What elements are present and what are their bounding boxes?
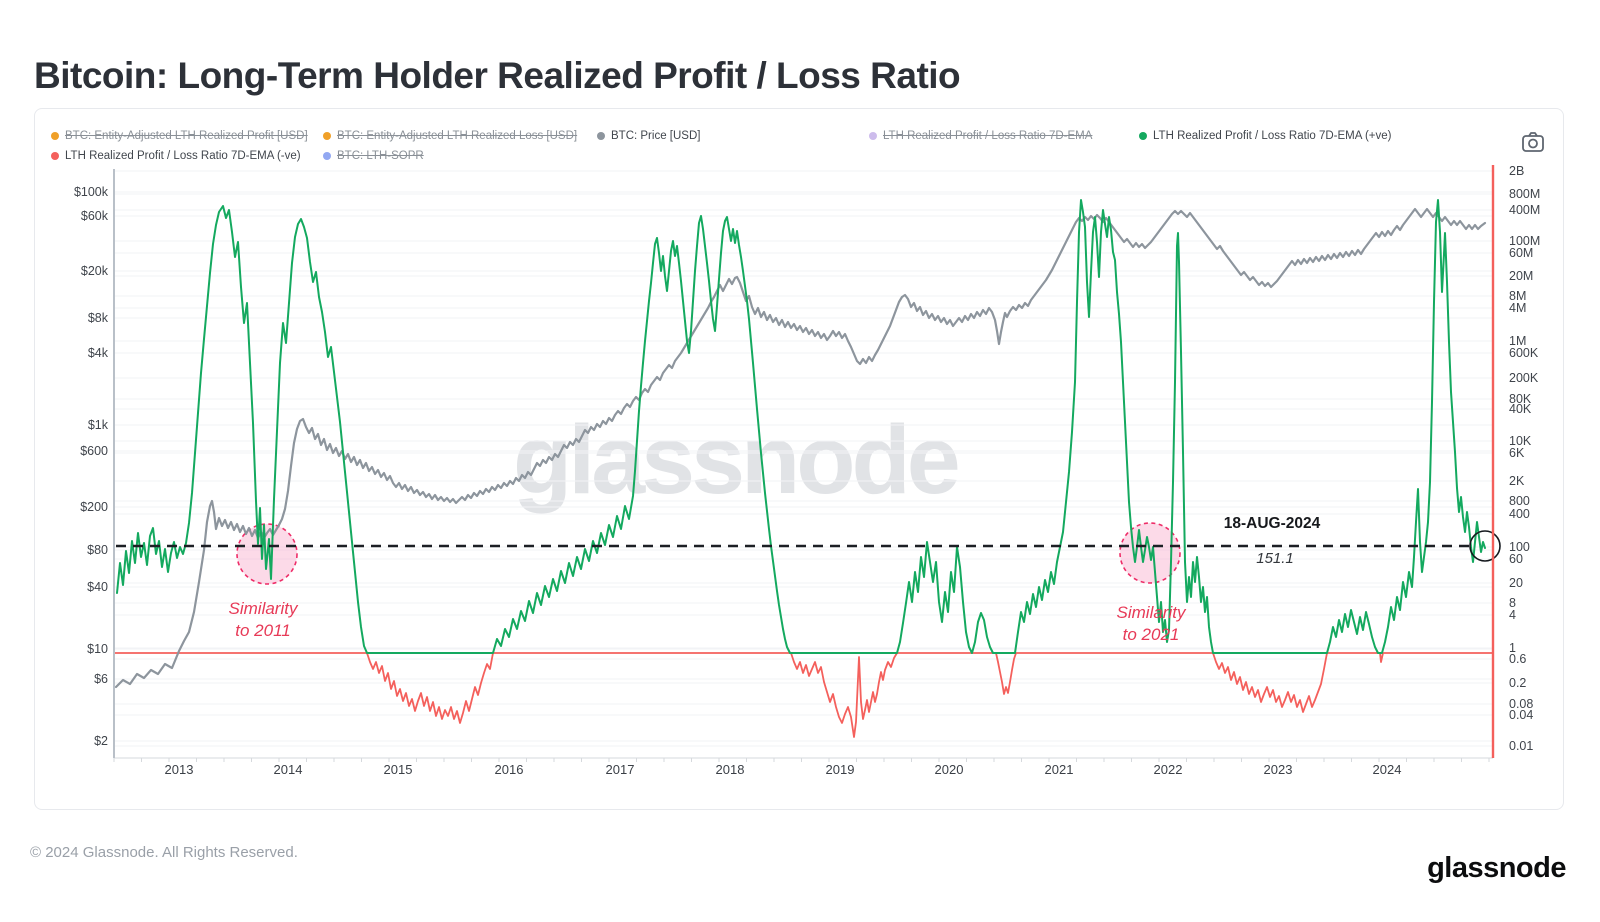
legend-item-label: LTH Realized Profit / Loss Ratio 7D-EMA … (65, 150, 301, 162)
year-tick-label: 2020 (934, 762, 964, 777)
ratio-tick-label: 1M (1509, 334, 1527, 348)
annotation-similarity-2011: Similarity to 2011 (228, 599, 298, 641)
copyright-text: © 2024 Glassnode. All Rights Reserved. (30, 844, 298, 861)
page-title: Bitcoin: Long-Term Holder Realized Profi… (34, 54, 961, 96)
legend-item[interactable]: BTC: Price [USD] (597, 129, 700, 143)
ratio-tick-label: 800M (1509, 187, 1541, 201)
watermark: glassnode (513, 405, 961, 514)
ratio-tick-label: 4 (1509, 608, 1516, 622)
year-tick-label: 2018 (715, 762, 745, 777)
legend-dot-icon (323, 152, 331, 160)
series-btc-price (114, 207, 1487, 689)
year-tick-label: 2016 (494, 762, 524, 777)
ratio-tick-label: 20 (1509, 576, 1523, 590)
ratio-tick-label: 400M (1509, 203, 1541, 217)
year-tick-label: 2024 (1372, 762, 1402, 777)
year-tick-label: 2013 (164, 762, 194, 777)
legend-item-label: BTC: Entity-Adjusted LTH Realized Loss [… (337, 130, 578, 142)
ratio-tick-label: 400 (1509, 507, 1530, 521)
ratio-tick-label: 0.6 (1509, 652, 1527, 666)
legend-dot-icon (51, 152, 59, 160)
ratio-tick-label: 800 (1509, 494, 1530, 508)
series-lth-ratio-negative (113, 652, 1494, 738)
ratio-tick-label: 40K (1509, 402, 1532, 416)
legend-item[interactable]: BTC: LTH-SOPR (323, 149, 424, 163)
ratio-tick-label: 600K (1509, 346, 1539, 360)
legend-item[interactable]: BTC: Entity-Adjusted LTH Realized Profit… (51, 129, 308, 143)
ratio-tick-label: 0.08 (1509, 697, 1534, 711)
annotation-similarity-2021: Similarity to 2021 (1116, 603, 1186, 645)
camera-button[interactable] (1521, 131, 1547, 153)
price-tick-label: $20k (80, 264, 108, 278)
price-tick-label: $8k (87, 311, 108, 325)
ratio-tick-label: 1 (1509, 641, 1516, 655)
legend-item-label: LTH Realized Profit / Loss Ratio 7D-EMA … (1153, 130, 1392, 142)
chart-card: BTC: Entity-Adjusted LTH Realized Profit… (34, 108, 1564, 810)
ratio-tick-label: 0.01 (1509, 739, 1534, 753)
price-tick-label: $200 (80, 500, 108, 514)
camera-icon (1522, 132, 1544, 152)
price-tick-label: $80 (87, 543, 108, 557)
legend-dot-icon (323, 132, 331, 140)
ratio-tick-label: 2K (1509, 474, 1525, 488)
year-tick-label: 2019 (825, 762, 855, 777)
ratio-tick-label: 60M (1509, 246, 1534, 260)
highlight-value-label: 151.1 (1256, 550, 1294, 567)
price-tick-label: $600 (80, 444, 108, 458)
ratio-tick-label: 80K (1509, 392, 1532, 406)
price-tick-label: $6 (94, 672, 108, 686)
ratio-tick-label: 4M (1509, 301, 1527, 315)
series-lth-ratio-positive (116, 199, 1486, 654)
price-tick-label: $10 (87, 642, 108, 656)
price-tick-label: $100k (73, 185, 108, 199)
year-tick-label: 2022 (1153, 762, 1183, 777)
legend-dot-icon (1139, 132, 1147, 140)
price-tick-label: $60k (80, 209, 108, 223)
year-tick-label: 2021 (1044, 762, 1074, 777)
legend-item-label: BTC: LTH-SOPR (337, 150, 424, 162)
price-tick-label: $2 (94, 734, 108, 748)
price-tick-label: $4k (87, 346, 108, 360)
legend-item-label: LTH Realized Profit / Loss Ratio 7D-EMA (883, 130, 1093, 142)
year-tick-label: 2017 (605, 762, 635, 777)
chart-canvas[interactable] (35, 109, 1565, 811)
plot-area: glassnode $100k $60k $20k $8k $4k $1k $600 $200… (35, 109, 1565, 811)
legend-dot-icon (869, 132, 877, 140)
price-tick-label: $40 (87, 580, 108, 594)
year-tick-label: 2015 (383, 762, 413, 777)
ratio-tick-label: 0.2 (1509, 676, 1527, 690)
legend-dot-icon (597, 132, 605, 140)
legend-item[interactable]: LTH Realized Profit / Loss Ratio 7D-EMA (869, 129, 1092, 143)
legend-item-label: BTC: Price [USD] (611, 130, 701, 142)
year-tick-label: 2023 (1263, 762, 1293, 777)
legend-item[interactable]: BTC: Entity-Adjusted LTH Realized Loss [… (323, 129, 577, 143)
highlight-date-label: 18-AUG-2024 (1223, 515, 1321, 532)
ratio-tick-label: 10K (1509, 434, 1532, 448)
ratio-tick-label: 20M (1509, 269, 1534, 283)
endpoint-circle (1469, 530, 1501, 562)
ratio-tick-label: 100M (1509, 234, 1541, 248)
ratio-tick-label: 0.04 (1509, 708, 1534, 722)
ratio-tick-label: 6K (1509, 446, 1525, 460)
legend-dot-icon (51, 132, 59, 140)
price-tick-label: $1k (87, 418, 108, 432)
ratio-tick-label: 100 (1509, 540, 1530, 554)
ratio-tick-label: 8M (1509, 289, 1527, 303)
glassnode-logo: glassnode (1427, 852, 1566, 884)
year-tick-label: 2014 (273, 762, 303, 777)
legend-item-label: BTC: Entity-Adjusted LTH Realized Profit… (65, 130, 308, 142)
legend-item[interactable]: LTH Realized Profit / Loss Ratio 7D-EMA … (51, 149, 301, 163)
ratio-tick-label: 8 (1509, 596, 1516, 610)
legend-item[interactable]: LTH Realized Profit / Loss Ratio 7D-EMA … (1139, 129, 1392, 143)
ratio-tick-label: 2B (1509, 164, 1525, 178)
ratio-tick-label: 60 (1509, 552, 1523, 566)
ratio-tick-label: 200K (1509, 371, 1539, 385)
